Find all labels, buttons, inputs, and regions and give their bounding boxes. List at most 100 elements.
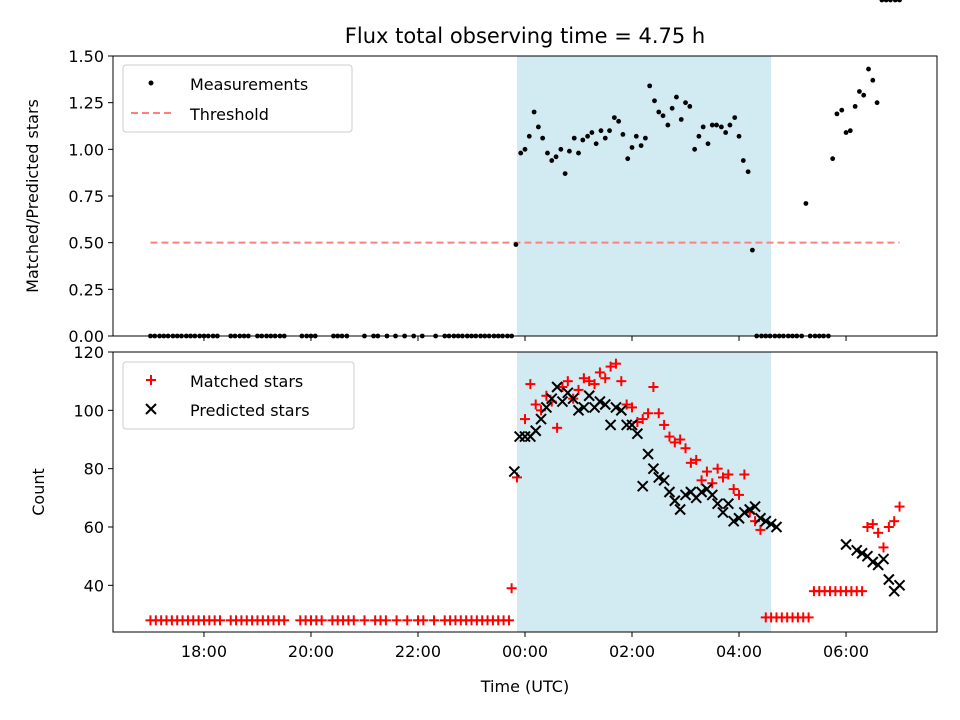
matched-star-point — [867, 519, 878, 530]
time-x-tick-label: 22:00 — [395, 642, 441, 661]
measurement-point — [696, 133, 702, 139]
measurement-point — [589, 130, 595, 135]
matched-star-point — [627, 402, 638, 413]
time-x-tick-label: 20:00 — [288, 642, 334, 661]
count-y-axis-label: Count — [29, 468, 48, 516]
measurement-point — [665, 122, 671, 128]
predicted-star-point — [749, 500, 761, 513]
matched-star-point — [685, 457, 696, 468]
legend-marker-measurements — [148, 80, 154, 86]
measurement-point — [830, 156, 836, 162]
matched-star-point — [359, 615, 370, 626]
time-x-tick-label: 02:00 — [609, 642, 655, 661]
matched-star-point — [648, 382, 659, 392]
measurement-point — [620, 132, 626, 137]
predicted-star-point — [599, 398, 611, 411]
matched-star-point — [520, 414, 530, 425]
measurement-point — [585, 133, 591, 139]
matched-star-point — [348, 615, 359, 626]
predicted-star-point — [653, 471, 665, 484]
measurement-point — [883, 0, 889, 3]
predicted-star-point — [535, 413, 547, 425]
matched-star-point — [696, 475, 707, 486]
count-legend-box — [122, 361, 355, 430]
measurement-point — [674, 94, 679, 100]
measurement-point — [513, 242, 519, 247]
matched-star-point — [610, 358, 621, 369]
predicted-star-point — [626, 419, 638, 431]
predicted-star-point — [567, 392, 579, 405]
matched-star-point — [878, 542, 889, 553]
predicted-star-point — [578, 401, 590, 414]
matched-star-point — [530, 399, 541, 410]
matched-star-point — [621, 399, 632, 410]
ratio-legend: Measurements Threshold — [122, 64, 353, 133]
legend-label-predicted: Predicted stars — [190, 401, 310, 420]
matched-star-point — [552, 422, 563, 433]
matched-star-point — [215, 615, 226, 626]
matched-star-point — [755, 524, 766, 535]
measurement-point — [638, 143, 644, 149]
predicted-star-point — [637, 480, 649, 492]
matched-star-point — [418, 615, 429, 626]
measurement-point — [834, 111, 840, 117]
predicted-star-point — [744, 503, 756, 516]
predicted-star-point — [711, 497, 724, 510]
count-y-tick-label: 80 — [84, 460, 104, 479]
matched-star-point — [616, 376, 627, 387]
measurement-point — [553, 154, 559, 160]
matched-star-point — [584, 376, 595, 387]
matched-star-point — [691, 454, 702, 465]
measurement-point — [709, 122, 715, 128]
predicted-star-point — [658, 474, 670, 487]
measurement-point — [700, 124, 706, 130]
predicted-star-point — [674, 503, 686, 516]
measurement-point — [571, 135, 577, 141]
measurement-point — [745, 169, 751, 175]
matched-star-point — [605, 361, 616, 372]
predicted-star-point — [615, 404, 628, 417]
measurement-point — [642, 135, 648, 141]
measurement-point — [683, 100, 688, 106]
predicted-star-point — [754, 512, 767, 524]
legend-label-matched: Matched stars — [190, 372, 303, 391]
predicted-star-point — [893, 579, 906, 592]
count-series-layer — [145, 358, 906, 626]
matched-star-point — [316, 615, 327, 626]
measurement-point — [522, 146, 528, 152]
measurement-point — [576, 150, 581, 156]
measurement-point — [732, 115, 738, 120]
measurement-point — [526, 133, 532, 139]
measurement-point — [598, 128, 604, 134]
predicted-star-point — [663, 486, 676, 498]
matched-star-point — [728, 484, 739, 495]
measurement-point — [718, 124, 724, 130]
predicted-star-point — [604, 419, 617, 431]
count-y-ticks: 40 60 80 100 120 — [73, 343, 113, 595]
predicted-star-point — [546, 392, 558, 405]
predicted-star-point — [717, 506, 729, 519]
measurement-point — [558, 146, 564, 152]
measurement-point — [705, 141, 711, 147]
measurement-point — [888, 0, 893, 3]
matched-star-point — [739, 469, 750, 480]
measurement-point — [861, 92, 867, 98]
matched-star-point — [701, 466, 712, 477]
predicted-star-point — [722, 497, 735, 510]
predicted-star-point — [572, 404, 585, 417]
measurement-point — [879, 0, 885, 3]
count-y-tick-label: 100 — [73, 401, 104, 420]
matched-star-point — [653, 408, 664, 419]
matched-star-point — [525, 379, 536, 390]
predicted-star-point — [647, 462, 660, 475]
matched-star-point — [573, 384, 584, 395]
time-x-axis-label: Time (UTC) — [480, 677, 569, 696]
matched-star-point — [889, 516, 900, 527]
measurement-point — [669, 105, 675, 111]
count-y-tick-label: 60 — [84, 518, 104, 537]
predicted-star-point — [851, 544, 863, 557]
measurement-point — [580, 137, 586, 143]
matched-star-point — [503, 615, 514, 626]
legend-label-threshold: Threshold — [189, 105, 269, 124]
